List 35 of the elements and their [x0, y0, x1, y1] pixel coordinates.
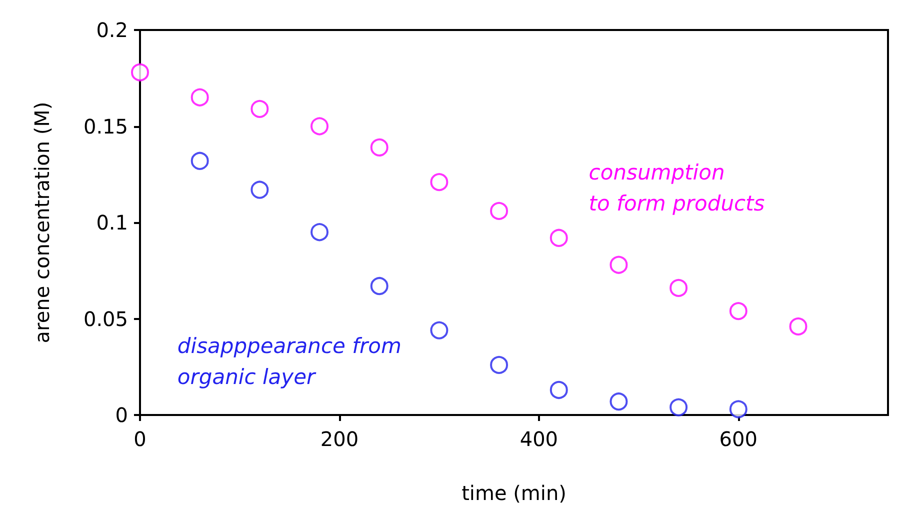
y-axis-title: arene concentration (M)	[30, 102, 54, 344]
x-tick-label: 0	[134, 427, 146, 451]
point	[729, 302, 748, 320]
x-axis-title: time (min)	[462, 481, 566, 505]
point	[131, 63, 149, 82]
point	[789, 317, 808, 336]
series-label: disapppearance from organic layer	[177, 334, 402, 389]
series-label: consumption to form products	[588, 160, 765, 216]
point	[550, 380, 568, 399]
point	[370, 277, 388, 296]
point	[610, 392, 628, 411]
y-tick-label: 0.15	[83, 114, 128, 138]
x-tick-label: 600	[719, 427, 758, 451]
point	[610, 256, 628, 274]
point	[550, 228, 568, 247]
y-tick-label: 0.05	[83, 306, 128, 331]
x-tick-label: 400	[520, 427, 558, 451]
y-tick-label: 0.1	[96, 210, 128, 234]
point	[670, 278, 688, 297]
point	[310, 117, 329, 136]
point	[250, 180, 269, 199]
x-tick-label: 200	[320, 427, 359, 451]
point	[250, 100, 269, 118]
point	[190, 152, 209, 170]
point	[370, 138, 388, 156]
point	[490, 202, 508, 220]
point	[490, 356, 508, 374]
point	[310, 223, 329, 242]
y-tick-label: 0.2	[96, 18, 128, 42]
point	[729, 400, 748, 418]
point	[430, 173, 448, 192]
point	[430, 321, 448, 340]
point	[190, 88, 209, 106]
point	[670, 398, 688, 416]
y-tick-label: 0	[115, 403, 128, 427]
